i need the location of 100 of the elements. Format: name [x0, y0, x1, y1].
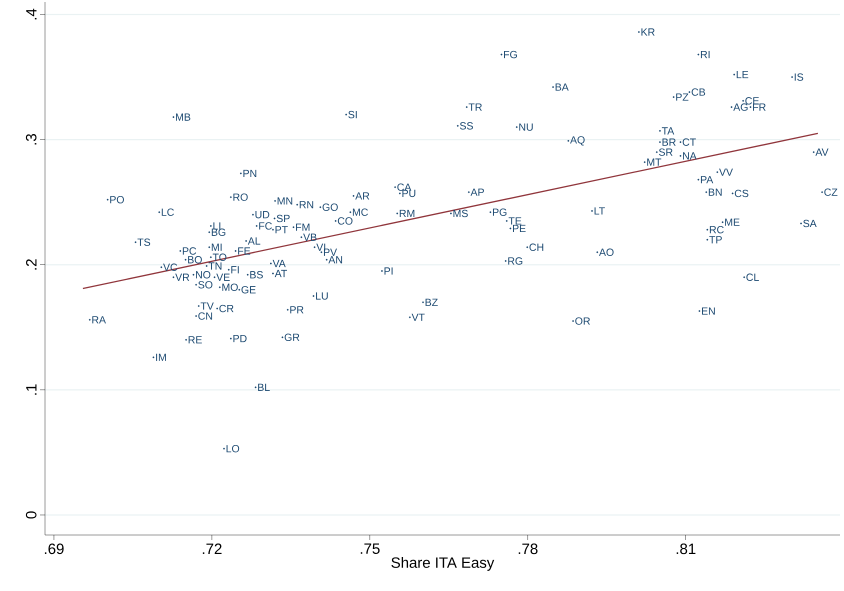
data-label: VE: [216, 274, 230, 281]
data-label: AL: [248, 237, 260, 245]
data-label: TR: [468, 104, 482, 111]
data-label: NU: [519, 123, 533, 131]
data-label: CN: [198, 312, 212, 320]
data-label: CT: [682, 138, 696, 146]
x-tick-label: .81: [676, 544, 696, 554]
data-label: AO: [599, 248, 614, 256]
data-label: PE: [512, 224, 526, 232]
data-label: PG: [492, 208, 506, 216]
data-label: SP: [276, 214, 290, 222]
data-label: PN: [243, 170, 256, 178]
x-axis-title: Share ITA Easy: [391, 556, 494, 571]
data-label: RC: [710, 226, 724, 234]
data-label: FG: [504, 50, 517, 58]
data-label: TN: [208, 262, 222, 270]
data-label: CR: [219, 304, 234, 312]
data-label: LO: [226, 444, 240, 452]
data-label: RG: [508, 257, 522, 265]
data-label: BA: [556, 83, 569, 91]
data-label: SI: [348, 110, 357, 118]
data-label: RI: [700, 50, 710, 58]
data-label: PR: [290, 306, 304, 314]
y-tick-label: .1: [26, 384, 36, 395]
x-tick-label: .69: [44, 544, 64, 554]
data-label: MB: [176, 114, 190, 121]
data-label: PU: [402, 190, 416, 198]
data-label: PA: [700, 176, 714, 184]
data-label: RA: [92, 316, 106, 324]
data-label: VI: [316, 244, 326, 251]
data-label: MC: [352, 208, 368, 216]
data-label: RE: [188, 336, 202, 344]
data-label: PO: [110, 196, 124, 204]
data-label: SA: [803, 220, 817, 228]
data-label: AT: [274, 270, 288, 278]
data-label: MS: [453, 210, 468, 218]
x-tick-label: .72: [202, 544, 222, 554]
data-label: CS: [734, 190, 748, 198]
data-label: LI: [213, 222, 220, 230]
data-label: OR: [575, 317, 590, 325]
data-label: TE: [508, 217, 522, 225]
data-label: EN: [702, 307, 715, 315]
data-label: FM: [296, 224, 310, 231]
data-label: CB: [692, 88, 706, 96]
data-label: RM: [400, 210, 414, 218]
data-label: NA: [683, 152, 697, 160]
x-tick-label: .78: [518, 544, 538, 554]
data-label: CA: [397, 183, 412, 191]
data-label: NO: [196, 271, 210, 278]
data-label: BL: [258, 384, 270, 391]
y-tick-label: 0: [26, 511, 36, 519]
data-label: GR: [284, 334, 300, 342]
data-label: SR: [658, 148, 673, 156]
data-label: VV: [719, 168, 733, 176]
data-label: RN: [300, 201, 314, 208]
data-label: MI: [212, 244, 222, 251]
data-label: PV: [324, 248, 338, 256]
data-label: VA: [272, 260, 286, 268]
data-label: PZ: [676, 93, 688, 101]
data-label: CO: [338, 217, 353, 225]
data-label: RO: [233, 193, 248, 201]
data-label: LE: [736, 70, 748, 78]
data-label: VT: [412, 314, 425, 321]
data-label: FE: [238, 247, 250, 255]
data-label: AR: [355, 192, 370, 200]
data-label: IS: [794, 73, 804, 81]
data-label: LU: [316, 292, 328, 300]
data-label: FI: [231, 266, 239, 274]
data-label: BO: [188, 256, 202, 264]
data-label: SS: [460, 122, 473, 130]
data-label: LT: [594, 207, 605, 215]
data-label: BN: [708, 188, 722, 196]
data-label: CL: [746, 274, 759, 281]
data-label: AG: [733, 103, 748, 111]
data-label: TS: [137, 238, 150, 246]
data-label: CH: [530, 244, 544, 251]
data-label: KR: [641, 28, 655, 36]
data-label: AP: [470, 188, 484, 196]
data-label: TV: [200, 302, 214, 310]
data-label: UD: [255, 211, 270, 218]
data-label: AN: [328, 256, 342, 264]
data-label: VC: [163, 264, 178, 271]
data-label: AQ: [570, 136, 585, 146]
data-label: TO: [212, 254, 226, 261]
data-label: CZ: [824, 188, 838, 196]
data-label: IM: [156, 354, 166, 361]
data-label: TA: [662, 127, 674, 134]
data-label: VR: [175, 274, 190, 281]
y-tick-label: .4: [26, 8, 36, 20]
data-label: FC: [259, 222, 272, 230]
data-label: AV: [815, 148, 829, 156]
data-label: GO: [322, 203, 338, 211]
data-label: LC: [162, 208, 174, 216]
data-label: SO: [198, 281, 212, 288]
y-tick-label: .2: [26, 259, 36, 270]
data-label: PI: [384, 267, 393, 275]
data-label: PT: [276, 226, 288, 234]
data-label: BS: [250, 271, 263, 278]
data-label: MT: [647, 158, 662, 166]
data-label: VB: [303, 234, 316, 241]
